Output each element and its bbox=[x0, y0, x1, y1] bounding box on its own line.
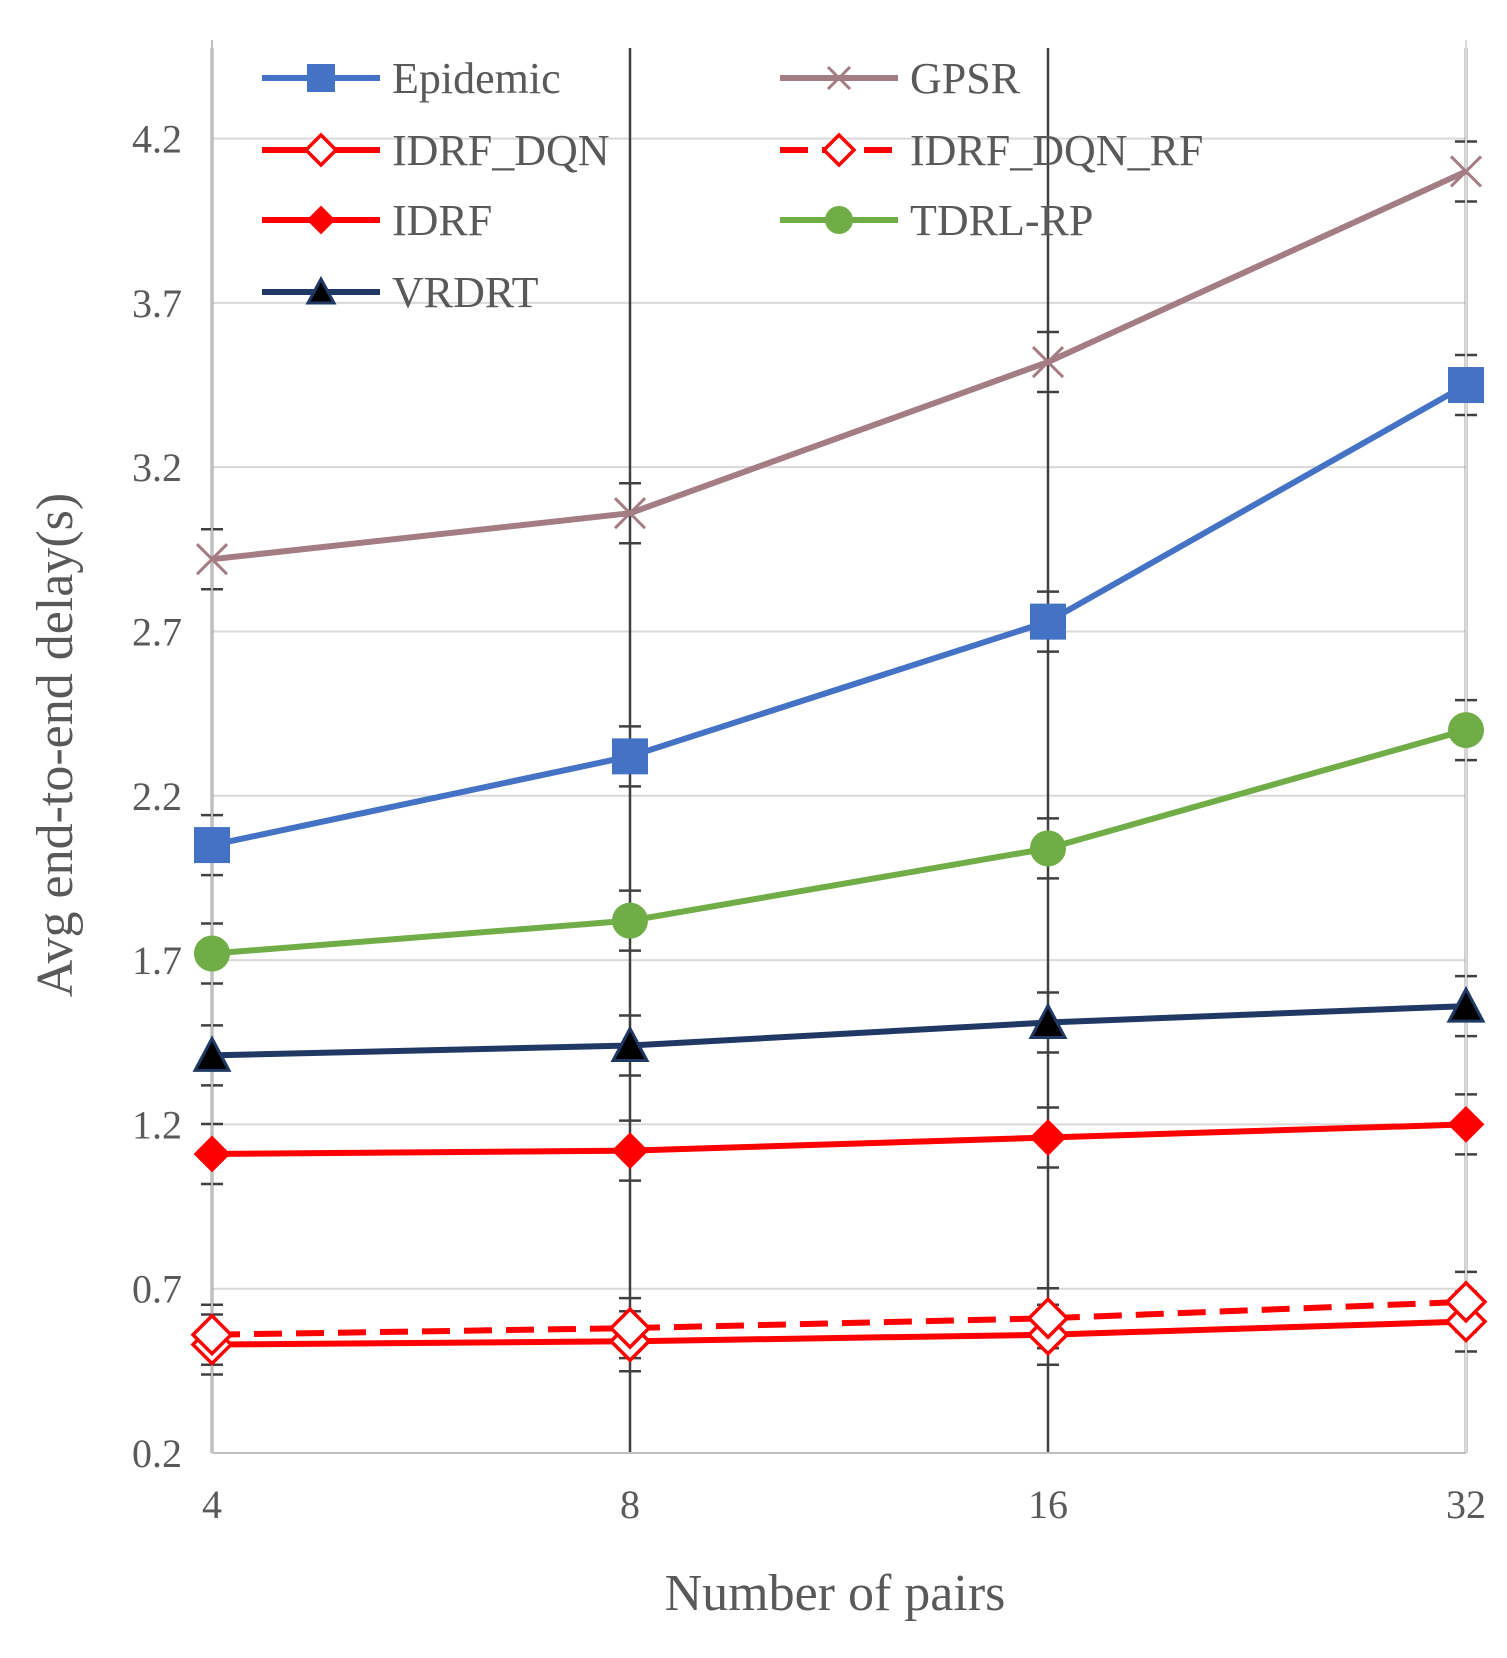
point-epidemic-8 bbox=[612, 738, 648, 775]
point-idrf-dqn-rf-8 bbox=[608, 1306, 652, 1350]
series-line-idrf-dqn bbox=[211, 1318, 1467, 1348]
point-epidemic-32 bbox=[1448, 367, 1484, 404]
point-idrf-4 bbox=[193, 1135, 231, 1173]
point-idrf-dqn-rf-32 bbox=[1444, 1280, 1488, 1324]
point-tdrl-rp-8 bbox=[612, 902, 648, 939]
series-line-gpsr bbox=[211, 168, 1468, 563]
point-idrf-32 bbox=[1447, 1105, 1485, 1143]
legend-item-vrdrt: VRDRT bbox=[262, 268, 539, 317]
x-tick-labels: 4 8 16 32 bbox=[202, 1482, 1486, 1527]
point-vrdrt-8 bbox=[610, 1025, 650, 1063]
y-tick-labels: 0.2 0.7 1.2 1.7 2.2 2.7 3.2 3.7 4.2 bbox=[132, 117, 182, 1476]
y-tick-2.7: 2.7 bbox=[132, 609, 182, 654]
point-idrf-16 bbox=[1029, 1119, 1067, 1156]
point-tdrl-rp-32 bbox=[1448, 712, 1484, 749]
legend-item-idrf: IDRF bbox=[262, 196, 492, 245]
legend-marker-tdrl-rp bbox=[825, 206, 853, 234]
series-gpsr bbox=[195, 155, 1483, 576]
y-axis-title: Avg end-to-end delay(s) bbox=[27, 493, 84, 997]
legend-item-idrf-dqn-rf: IDRF_DQN_RF bbox=[780, 126, 1203, 175]
point-gpsr-32 bbox=[1449, 155, 1483, 188]
point-vrdrt-32 bbox=[1446, 985, 1486, 1023]
y-tick-0.7: 0.7 bbox=[132, 1267, 182, 1312]
legend: Epidemic GPSR IDRF_DQN IDRF_DQN_RF IDRF TDRL-… bbox=[262, 54, 1203, 317]
series-epidemic bbox=[194, 367, 1484, 864]
y-tick-2.2: 2.2 bbox=[132, 774, 182, 819]
y-tick-4.2: 4.2 bbox=[132, 117, 182, 162]
point-gpsr-8 bbox=[613, 497, 647, 530]
series-idrf bbox=[193, 1105, 1485, 1173]
point-vrdrt-16 bbox=[1028, 1002, 1068, 1040]
series-line-epidemic bbox=[211, 382, 1468, 849]
series-line-idrf bbox=[211, 1121, 1467, 1157]
x-axis-title: Number of pairs bbox=[665, 1565, 1006, 1622]
x-tick-16: 16 bbox=[1028, 1482, 1068, 1527]
series-tdrl-rp bbox=[194, 712, 1484, 972]
legend-item-epidemic: Epidemic bbox=[262, 54, 561, 103]
x-marker-stroke bbox=[1449, 155, 1483, 188]
x-marker-stroke bbox=[1031, 345, 1065, 379]
axes bbox=[211, 40, 1467, 1454]
x-marker-stroke bbox=[826, 65, 852, 91]
legend-label-vrdrt: VRDRT bbox=[392, 268, 539, 317]
series-line-vrdrt bbox=[211, 1003, 1467, 1059]
legend-marker-idrf-dqn-rf bbox=[821, 132, 857, 168]
y-tick-1.7: 1.7 bbox=[132, 938, 182, 983]
y-tick-3.2: 3.2 bbox=[132, 445, 182, 490]
gridlines bbox=[212, 137, 1466, 1454]
point-epidemic-16 bbox=[1030, 603, 1066, 640]
legend-marker-vrdrt bbox=[305, 275, 337, 305]
legend-item-gpsr: GPSR bbox=[780, 54, 1021, 103]
legend-marker-idrf bbox=[306, 205, 336, 235]
point-idrf-dqn-rf-16 bbox=[1026, 1296, 1070, 1340]
y-tick-0.2: 0.2 bbox=[132, 1431, 182, 1476]
legend-label-idrf: IDRF bbox=[392, 196, 492, 245]
x-tick-4: 4 bbox=[202, 1482, 222, 1527]
series-line-tdrl-rp bbox=[211, 727, 1467, 957]
legend-marker-epidemic bbox=[307, 64, 335, 92]
legend-label-idrf-dqn-rf: IDRF_DQN_RF bbox=[910, 126, 1203, 175]
point-gpsr-16 bbox=[1031, 345, 1065, 379]
series-group bbox=[190, 155, 1488, 1367]
legend-item-idrf-dqn: IDRF_DQN bbox=[262, 126, 610, 175]
legend-label-idrf-dqn: IDRF_DQN bbox=[392, 126, 610, 175]
x-marker-stroke bbox=[613, 497, 647, 530]
point-tdrl-rp-16 bbox=[1030, 830, 1066, 867]
legend-label-tdrl-rp: TDRL-RP bbox=[910, 196, 1093, 245]
series-vrdrt bbox=[192, 985, 1486, 1072]
y-tick-3.7: 3.7 bbox=[132, 281, 182, 326]
point-tdrl-rp-4 bbox=[194, 935, 230, 972]
legend-marker-idrf-dqn bbox=[303, 132, 339, 168]
legend-item-tdrl-rp: TDRL-RP bbox=[780, 196, 1093, 245]
legend-label-gpsr: GPSR bbox=[910, 54, 1021, 103]
category-error-lines bbox=[201, 48, 1477, 1453]
point-idrf-8 bbox=[611, 1132, 649, 1170]
x-tick-32: 32 bbox=[1446, 1482, 1486, 1527]
point-idrf-dqn-rf-4 bbox=[190, 1313, 234, 1357]
x-marker-stroke bbox=[195, 543, 229, 576]
legend-label-epidemic: Epidemic bbox=[392, 54, 561, 103]
y-tick-1.2: 1.2 bbox=[132, 1102, 182, 1147]
point-epidemic-4 bbox=[194, 827, 230, 864]
legend-marker-gpsr bbox=[826, 65, 852, 91]
series-idrf-dqn-rf bbox=[190, 1280, 1488, 1357]
point-gpsr-4 bbox=[195, 543, 229, 576]
point-vrdrt-4 bbox=[192, 1035, 232, 1072]
x-tick-8: 8 bbox=[620, 1482, 640, 1527]
